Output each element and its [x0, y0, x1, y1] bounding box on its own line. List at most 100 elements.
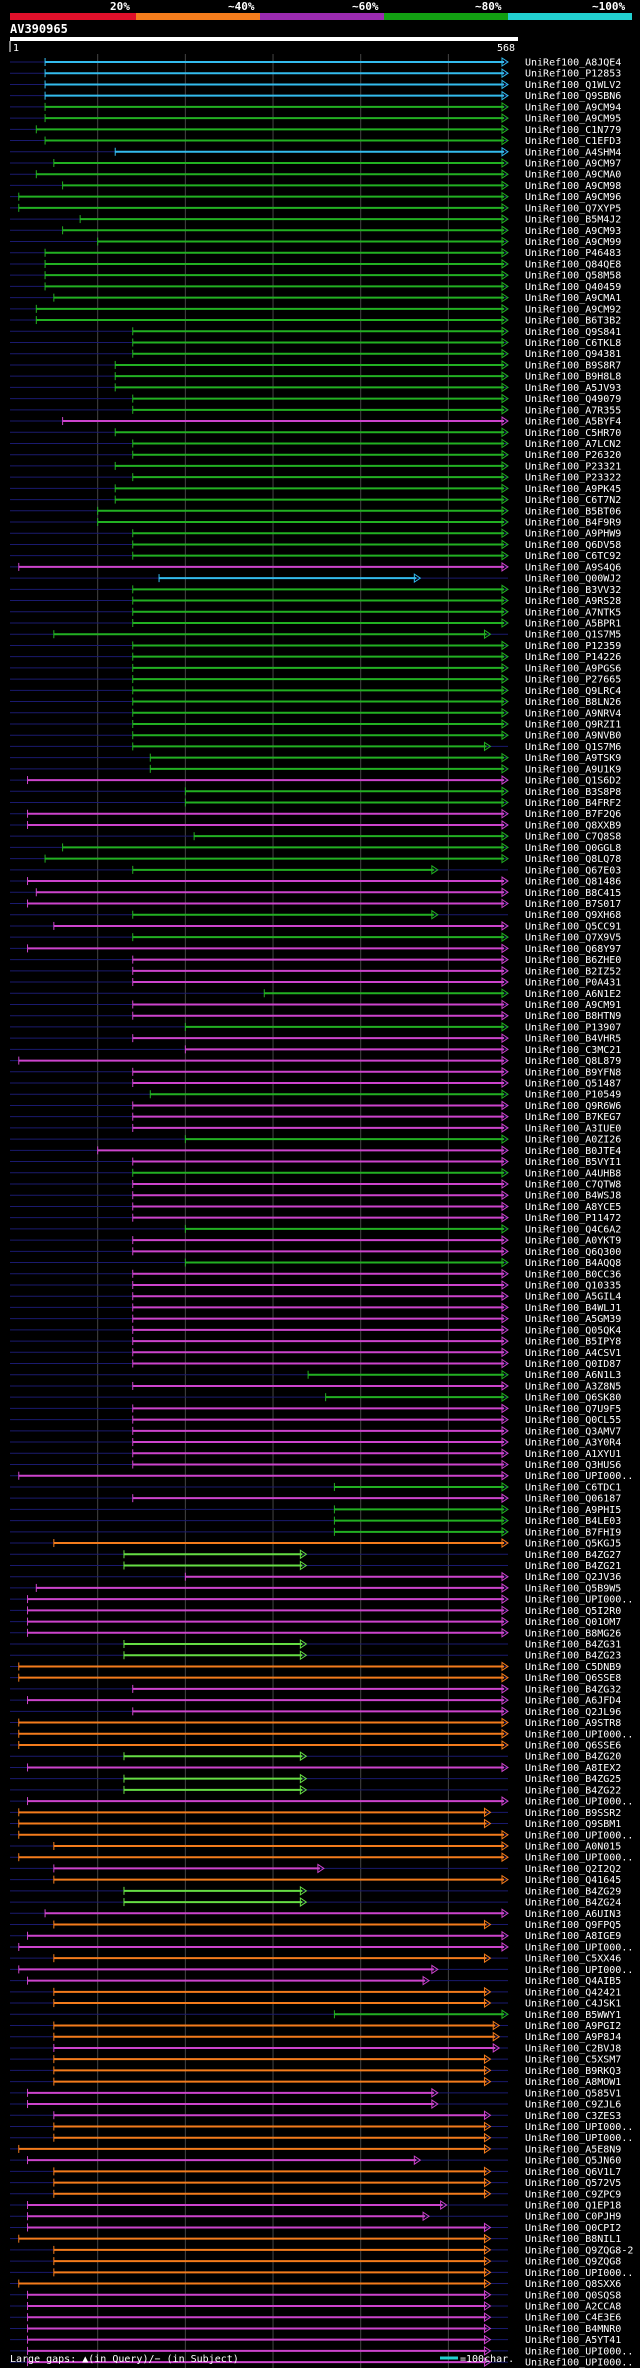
hit-row[interactable]: UniRef100_Q7XYP5: [10, 202, 621, 214]
hit-label[interactable]: UniRef100_A9TSK9: [525, 753, 621, 764]
hit-label[interactable]: UniRef100_A9CMA0: [525, 170, 621, 181]
hit-label[interactable]: UniRef100_B4WLJ1: [525, 1303, 621, 1314]
hit-row[interactable]: UniRef100_A4UHB8: [10, 1167, 621, 1179]
hit-row[interactable]: UniRef100_C0PJH9: [10, 2211, 621, 2223]
hit-row[interactable]: UniRef100_A5BPR1: [10, 618, 621, 630]
hit-label[interactable]: UniRef100_C1N779: [525, 125, 621, 136]
hit-label[interactable]: UniRef100_B3VV32: [525, 585, 621, 596]
hit-row[interactable]: UniRef100_B4ZG20: [10, 1751, 621, 1763]
hit-row[interactable]: UniRef100_A0YKT9: [10, 1235, 621, 1247]
hit-label[interactable]: UniRef100_Q94381: [525, 349, 621, 360]
hit-row[interactable]: UniRef100_A5BYF4: [10, 416, 621, 428]
hit-row[interactable]: UniRef100_C1EFD3: [10, 135, 621, 147]
hit-row[interactable]: UniRef100_A9CM91: [10, 999, 621, 1011]
hit-row[interactable]: UniRef100_A9CMA0: [10, 169, 621, 181]
hit-label[interactable]: UniRef100_Q5I2R0: [525, 1606, 621, 1617]
hit-row[interactable]: UniRef100_A8IEX2: [10, 1762, 621, 1774]
hit-label[interactable]: UniRef100_A9PGI2: [525, 2021, 621, 2032]
hit-row[interactable]: UniRef100_Q40459: [10, 281, 621, 293]
hit-label[interactable]: UniRef100_C5DNB9: [525, 1662, 621, 1673]
hit-row[interactable]: UniRef100_A9CM95: [10, 113, 621, 125]
hit-row[interactable]: UniRef100_B9S8R7: [10, 360, 621, 371]
hit-row[interactable]: UniRef100_Q0CPI2: [10, 2222, 621, 2234]
hit-row[interactable]: UniRef100_B6T3B2: [10, 315, 621, 327]
hit-label[interactable]: UniRef100_A2CCA8: [525, 2302, 621, 2313]
hit-label[interactable]: UniRef100_P10549: [525, 1090, 621, 1101]
hit-row[interactable]: UniRef100_Q49079: [10, 393, 621, 405]
hit-label[interactable]: UniRef100_P14226: [525, 652, 621, 663]
hit-label[interactable]: UniRef100_B4VHR5: [525, 1034, 621, 1045]
hit-row[interactable]: UniRef100_A9CM94: [10, 101, 621, 113]
hit-label[interactable]: UniRef100_A9PHW9: [525, 529, 621, 540]
hit-label[interactable]: UniRef100_UPI000..: [525, 1471, 633, 1482]
hit-row[interactable]: UniRef100_A5GIL4: [10, 1291, 621, 1303]
hit-label[interactable]: UniRef100_Q58M58: [525, 271, 621, 282]
hit-label[interactable]: UniRef100_A8MOW1: [525, 2077, 621, 2088]
hit-label[interactable]: UniRef100_P46483: [525, 248, 621, 259]
hit-label[interactable]: UniRef100_B7FHI9: [525, 1527, 621, 1538]
hit-label[interactable]: UniRef100_UPI000..: [525, 2133, 633, 2144]
hit-row[interactable]: UniRef100_Q9R6W6: [10, 1100, 621, 1112]
hit-row[interactable]: UniRef100_B7S017: [10, 898, 621, 910]
hit-label[interactable]: UniRef100_A6N1E2: [525, 989, 621, 1000]
hit-label[interactable]: UniRef100_A9PHI5: [525, 1505, 621, 1516]
hit-label[interactable]: UniRef100_A9RS28: [525, 596, 621, 607]
hit-label[interactable]: UniRef100_C6TKL8: [525, 338, 621, 349]
hit-label[interactable]: UniRef100_A9CM97: [525, 158, 621, 169]
hit-label[interactable]: UniRef100_B4LE03: [525, 1516, 621, 1527]
hit-label[interactable]: UniRef100_A5GM39: [525, 1314, 621, 1325]
hit-label[interactable]: UniRef100_Q1S7M5: [525, 630, 621, 641]
hit-label[interactable]: UniRef100_A3IUE0: [525, 1123, 621, 1134]
hit-row[interactable]: UniRef100_P12359: [10, 640, 621, 652]
hit-row[interactable]: UniRef100_B4ZG32: [10, 1683, 621, 1695]
hit-label[interactable]: UniRef100_Q0GGL8: [525, 843, 621, 854]
hit-label[interactable]: UniRef100_Q7U9F5: [525, 1404, 621, 1415]
hit-label[interactable]: UniRef100_C7Q8S8: [525, 832, 621, 843]
hit-label[interactable]: UniRef100_Q41645: [525, 1875, 621, 1886]
hit-label[interactable]: UniRef100_Q572V5: [525, 2178, 621, 2189]
hit-row[interactable]: UniRef100_Q84QE8: [10, 259, 621, 270]
hit-label[interactable]: UniRef100_A0ZI26: [525, 1135, 621, 1146]
hit-label[interactable]: UniRef100_P13907: [525, 1022, 621, 1033]
hit-row[interactable]: UniRef100_UPI000..: [10, 1594, 633, 1606]
hit-label[interactable]: UniRef100_Q4C6A2: [525, 1224, 621, 1235]
hit-row[interactable]: UniRef100_A3IUE0: [10, 1122, 621, 1134]
hit-row[interactable]: UniRef100_B2IZ52: [10, 965, 621, 977]
hit-row[interactable]: UniRef100_Q9S841: [10, 326, 621, 338]
hit-row[interactable]: UniRef100_Q06187: [10, 1493, 621, 1505]
hit-label[interactable]: UniRef100_Q01OM7: [525, 1617, 621, 1628]
hit-row[interactable]: UniRef100_A5YT41: [10, 2334, 621, 2346]
hit-label[interactable]: UniRef100_A9S4Q6: [525, 562, 621, 573]
hit-row[interactable]: UniRef100_Q9ZQG8: [10, 2256, 621, 2268]
hit-row[interactable]: UniRef100_A9P8J4: [10, 2031, 621, 2043]
hit-label[interactable]: UniRef100_P11472: [525, 1213, 621, 1224]
hit-label[interactable]: UniRef100_Q9RZI1: [525, 719, 621, 730]
hit-label[interactable]: UniRef100_B8LN26: [525, 697, 621, 708]
hit-label[interactable]: UniRef100_B9S8R7: [525, 360, 621, 371]
hit-row[interactable]: UniRef100_A9CM93: [10, 225, 621, 237]
hit-row[interactable]: UniRef100_Q0CL55: [10, 1414, 621, 1426]
hit-row[interactable]: UniRef100_UPI000..: [10, 1942, 633, 1953]
hit-row[interactable]: UniRef100_Q0SQS8: [10, 2289, 621, 2301]
hit-label[interactable]: UniRef100_A9NVB0: [525, 731, 621, 742]
hit-label[interactable]: UniRef100_A9CM99: [525, 237, 621, 248]
hit-row[interactable]: UniRef100_B4ZG24: [10, 1897, 621, 1909]
hit-label[interactable]: UniRef100_Q1S6D2: [525, 776, 621, 787]
hit-row[interactable]: UniRef100_A3Y0R4: [10, 1437, 621, 1449]
hit-row[interactable]: UniRef100_B7FHI9: [10, 1526, 621, 1538]
hit-label[interactable]: UniRef100_P0A431: [525, 978, 621, 989]
hit-row[interactable]: UniRef100_Q5I2R0: [10, 1605, 621, 1617]
hit-row[interactable]: UniRef100_UPI000..: [10, 1829, 633, 1841]
hit-row[interactable]: UniRef100_P23321: [10, 460, 621, 472]
hit-label[interactable]: UniRef100_P27665: [525, 675, 621, 686]
hit-row[interactable]: UniRef100_C2BVJ8: [10, 2043, 621, 2054]
hit-label[interactable]: UniRef100_Q9XH68: [525, 910, 621, 921]
hit-row[interactable]: UniRef100_B4ZG21: [10, 1560, 621, 1572]
hit-label[interactable]: UniRef100_A9CM96: [525, 192, 621, 203]
hit-row[interactable]: UniRef100_B4FRF2: [10, 797, 621, 809]
hit-row[interactable]: UniRef100_Q585V1: [10, 2087, 621, 2099]
hit-label[interactable]: UniRef100_A3Z8N5: [525, 1381, 621, 1392]
hit-row[interactable]: UniRef100_P14226: [10, 651, 621, 663]
hit-label[interactable]: UniRef100_B7KEG7: [525, 1112, 621, 1123]
hit-label[interactable]: UniRef100_Q7X9V5: [525, 933, 621, 944]
